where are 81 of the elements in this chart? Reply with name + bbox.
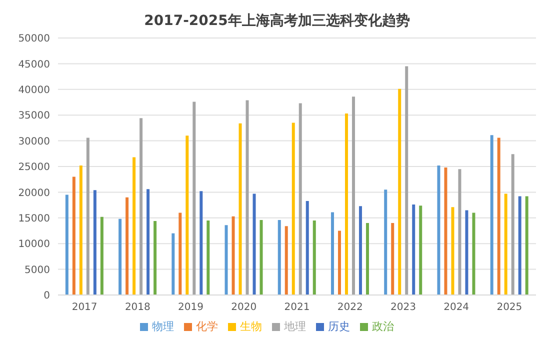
bar	[172, 233, 175, 295]
bar	[186, 136, 189, 295]
bar	[398, 88, 402, 295]
x-tick-label: 2018	[124, 302, 150, 314]
y-tick-label: 20000	[18, 188, 50, 199]
legend-label: 地理	[284, 320, 306, 333]
bar	[458, 169, 462, 295]
x-tick-label: 2021	[284, 302, 310, 314]
bar	[246, 100, 249, 295]
bar	[154, 220, 157, 295]
bar	[384, 190, 388, 295]
bar	[118, 218, 122, 295]
bar	[306, 200, 309, 295]
y-tick-label: 5000	[24, 264, 50, 276]
x-tick-label: 2023	[390, 302, 416, 314]
bar	[312, 220, 316, 295]
bar	[224, 225, 228, 295]
bar	[278, 220, 281, 295]
bar	[504, 194, 508, 295]
bar	[518, 196, 522, 295]
legend-label: 物理	[152, 320, 174, 333]
bar	[132, 157, 136, 295]
bar	[100, 216, 104, 295]
y-tick-label: 15000	[18, 213, 50, 224]
x-tick-label: 2017	[72, 302, 98, 314]
legend-label: 历史	[328, 320, 350, 333]
bar	[472, 212, 476, 295]
bar	[192, 102, 196, 295]
y-tick-label: 40000	[18, 84, 50, 96]
bar	[405, 66, 408, 295]
bar	[140, 118, 143, 295]
x-tick-label: 2025	[496, 302, 522, 314]
chart-title: 2017-2025年上海高考加三选科变化趋势	[143, 12, 411, 31]
bar	[86, 138, 90, 295]
bar	[525, 196, 528, 295]
legend-label: 政治	[372, 320, 394, 333]
legend-label: 化学	[196, 320, 218, 333]
bar	[352, 96, 355, 295]
bar	[93, 190, 96, 295]
x-tick-label: 2022	[337, 302, 363, 314]
legend-label: 生物	[240, 320, 262, 333]
bar	[338, 230, 341, 295]
x-tick-label: 2024	[444, 302, 470, 314]
bar	[232, 216, 235, 295]
y-tick-label: 30000	[18, 136, 50, 148]
bar	[412, 204, 416, 295]
bar	[511, 154, 514, 295]
bar	[497, 138, 500, 295]
bar	[330, 212, 334, 295]
bar	[419, 206, 422, 295]
bar	[65, 194, 68, 295]
bar	[490, 135, 494, 295]
bar	[292, 122, 295, 295]
bar	[79, 165, 82, 295]
bar	[344, 114, 348, 295]
bar	[126, 197, 129, 295]
bar	[238, 123, 242, 295]
bar	[72, 176, 76, 295]
bar	[451, 207, 454, 295]
bar	[465, 210, 468, 295]
bar	[260, 220, 263, 295]
y-tick-label: 25000	[18, 162, 50, 174]
y-tick-label: 35000	[18, 110, 50, 122]
bar	[366, 223, 369, 295]
bar	[146, 189, 150, 295]
bar	[252, 194, 256, 295]
bar	[444, 168, 448, 295]
y-tick-label: 0	[44, 290, 50, 302]
bar	[206, 220, 210, 295]
bar	[178, 212, 182, 295]
bar	[437, 165, 440, 295]
y-tick-label: 50000	[18, 34, 50, 45]
bar	[391, 223, 394, 295]
x-tick-label: 2020	[231, 302, 257, 314]
bar	[200, 191, 203, 295]
y-tick-label: 45000	[18, 59, 50, 70]
bar	[298, 103, 302, 295]
y-tick-label: 10000	[18, 239, 50, 250]
bar	[358, 206, 362, 295]
x-tick-label: 2019	[178, 302, 204, 314]
bar	[284, 226, 288, 295]
